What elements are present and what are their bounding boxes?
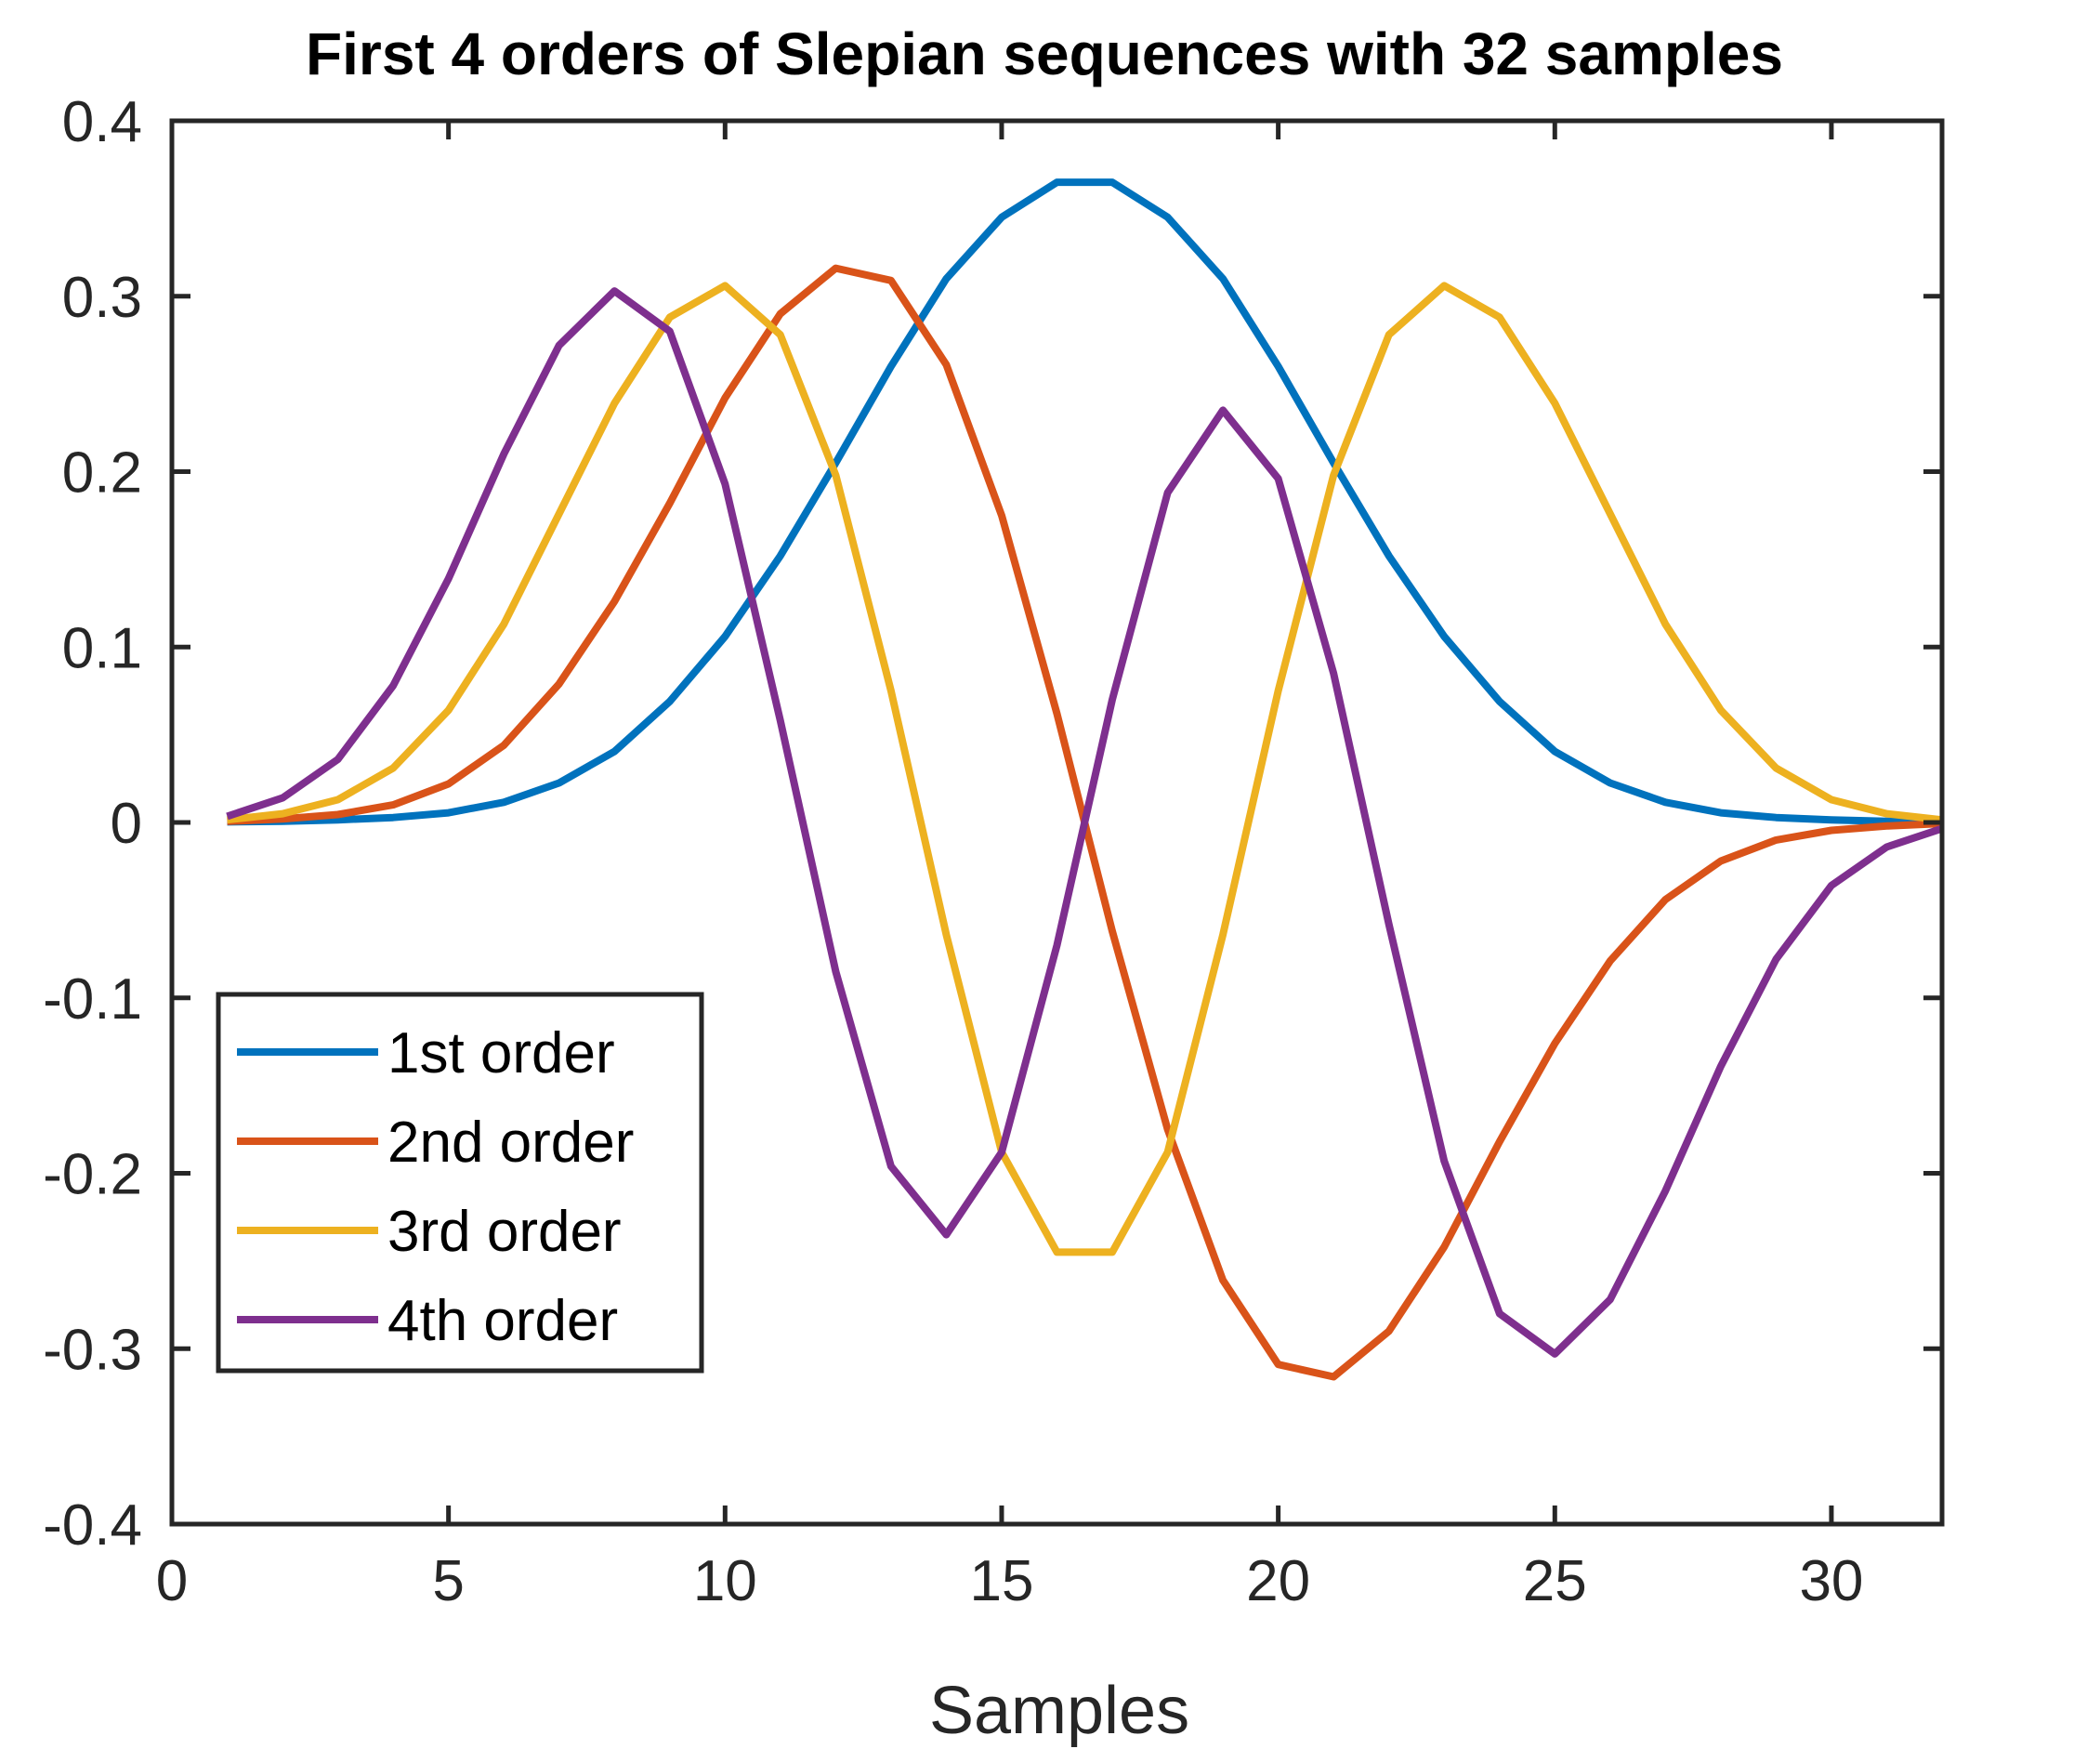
series-line-1 (227, 178, 1943, 826)
y-tick-label: 0.4 (62, 90, 142, 154)
legend: 1st order 2nd order 3rd order 4th order (216, 992, 704, 1374)
x-tick-label: 10 (693, 1549, 757, 1613)
x-tick-label: 5 (432, 1549, 464, 1613)
series-line-4 (226, 287, 1944, 1358)
series-line-3 (227, 282, 1943, 1256)
legend-label-4: 4th order (387, 1289, 618, 1353)
legend-label-2: 2nd order (387, 1111, 634, 1175)
y-tick-label: 0.2 (62, 441, 142, 506)
y-tick-label: -0.1 (43, 967, 142, 1032)
y-tick-label: 0.1 (62, 616, 142, 680)
x-tick-label: 15 (969, 1549, 1033, 1613)
x-tick-label: 25 (1523, 1549, 1587, 1613)
x-axis-label: Samples (929, 1674, 1189, 1748)
axes: 0 5 10 15 20 25 30 0.4 0.3 0.2 0.1 0 -0.1 -0.2 -0.3 -0.… (43, 90, 1945, 1613)
legend-label-1: 1st order (387, 1021, 615, 1085)
chart-title: First 4 orders of Slepian sequences with… (306, 20, 1783, 87)
y-tick-label: 0.3 (62, 266, 142, 330)
x-tick-label: 20 (1246, 1549, 1310, 1613)
x-tick-label: 0 (156, 1549, 188, 1613)
y-tick-label: -0.4 (43, 1493, 142, 1558)
series-lines (226, 178, 1944, 1381)
x-tick-label: 30 (1799, 1549, 1863, 1613)
y-tick-label: -0.2 (43, 1143, 142, 1207)
legend-box (216, 992, 704, 1374)
y-tick-label: -0.3 (43, 1318, 142, 1382)
legend-label-3: 3rd order (387, 1200, 622, 1264)
y-tick-label: 0 (111, 792, 142, 856)
